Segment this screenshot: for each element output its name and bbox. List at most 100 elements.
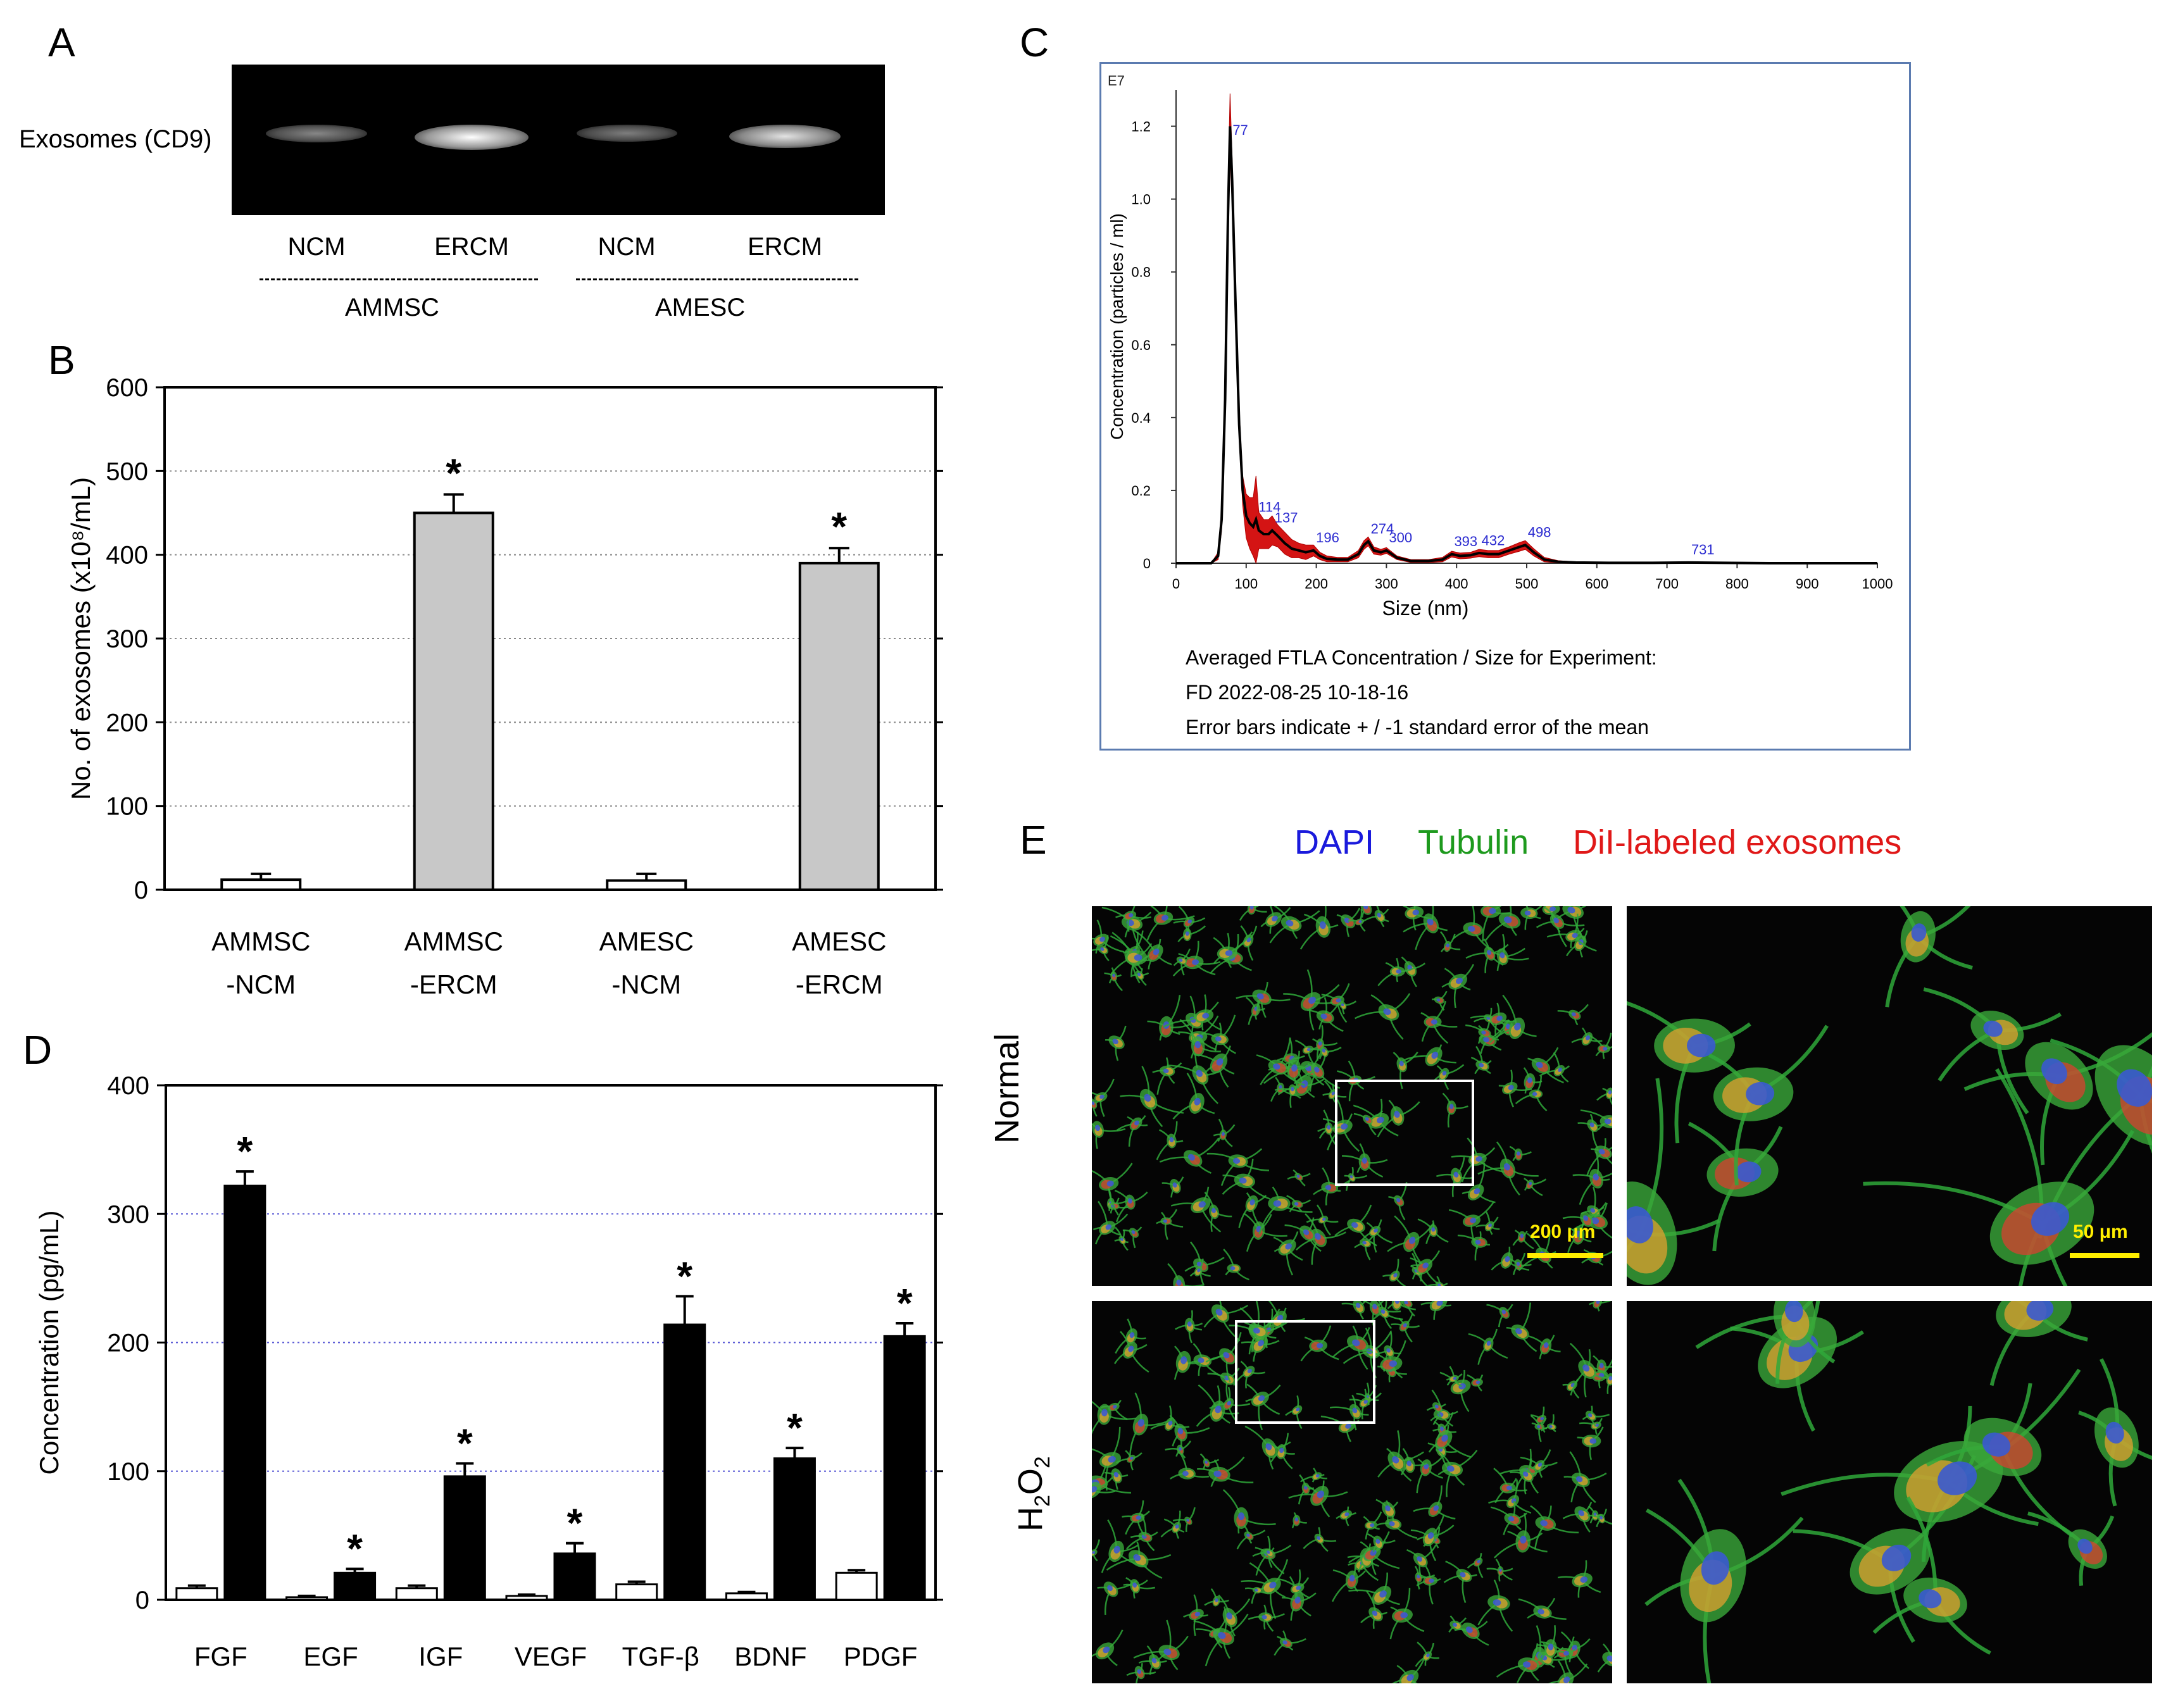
cell [1488,1479,1532,1514]
cell [1321,983,1350,1023]
cell [1781,1368,2081,1562]
bar [553,1552,596,1601]
cell [1400,1448,1428,1476]
nta-exponent-label: E7 [1108,73,1125,89]
cell [1294,1039,1324,1065]
cell [1387,1215,1435,1269]
nta-caption-line-1: Averaged FTLA Concentration / Size for E… [1186,646,1657,669]
cell [1160,1511,1185,1539]
cell [1541,1414,1556,1433]
cell [1457,1231,1491,1261]
cell [1092,1163,1133,1216]
cell [1364,1340,1406,1379]
x-tick-label: 600 [1585,576,1608,592]
cell [1331,1564,1366,1602]
cell [1708,1025,1829,1186]
significance-marker: * [897,1280,913,1326]
y-tick-label: 100 [106,793,148,821]
x-tick-label: 900 [1796,576,1819,592]
cell [1401,956,1426,988]
cell [1189,994,1222,1031]
cell [1133,1619,1189,1671]
cell [1120,1066,1184,1128]
cell [1377,1430,1424,1481]
cell [1469,906,1513,942]
cell [1446,1366,1463,1388]
micrograph-h2o2-overview [1092,1301,1612,1683]
cell [1161,1176,1184,1198]
gel-band-4 [729,125,841,149]
gel-image [232,65,885,215]
panel-label-b: B [48,337,75,383]
cell [1467,1374,1484,1392]
cell [1223,1249,1249,1281]
y-tick-label: 500 [106,458,148,485]
cell [1299,906,1339,950]
cell [1420,1000,1458,1044]
cell [1586,1132,1612,1176]
significance-marker: * [831,504,847,549]
cell [1183,1594,1208,1636]
cell [1130,963,1149,986]
x-tick-label: 800 [1725,576,1749,592]
cell [1218,1594,1251,1636]
significance-marker: * [237,1128,253,1174]
panel-label-c: C [1020,20,1049,65]
cell [1199,1453,1220,1469]
cell [1245,1383,1281,1431]
cell [1322,1080,1347,1103]
cell [1287,1169,1311,1187]
x-tick-label: 200 [1305,576,1328,592]
cell [1428,1424,1471,1458]
cell-field [1644,1301,2152,1683]
y-tick-label: 600 [106,374,148,402]
cell [1348,1572,1400,1605]
bar [443,1475,486,1601]
peak-label: 77 [1232,122,1248,138]
y-tick-label: 200 [106,709,148,737]
cell [1156,1121,1184,1161]
cell [1487,933,1529,971]
cell [1562,1202,1607,1240]
gel-row-label: Exosomes (CD9) [19,125,212,153]
x-category-label: FGF [194,1642,247,1671]
cell [1442,1092,1468,1128]
bar [413,511,494,891]
cell [1238,1192,1267,1228]
cell [1441,964,1475,1009]
cell [1410,1515,1455,1561]
cell [1092,935,1110,961]
cell [1596,1085,1612,1105]
cell [1524,1177,1547,1197]
cell [1115,906,1151,932]
cell [1172,940,1221,977]
cell [1104,967,1124,992]
peak-label: 731 [1691,542,1715,558]
cell [2038,949,2152,1239]
cell [1872,1496,1991,1655]
cell [1436,1157,1472,1197]
bar [285,1596,329,1601]
cell [1448,1201,1494,1250]
cell [1580,1107,1612,1138]
cell [1439,1369,1471,1412]
cell [1110,935,1153,978]
micrograph-normal-overview: 200 μm [1092,906,1612,1286]
cell [1577,1426,1604,1461]
cell [1523,1067,1543,1094]
cell [1167,1262,1203,1286]
bar [175,1587,218,1601]
cell [1205,1331,1242,1383]
cell [1274,1630,1306,1656]
plot-frame [165,1084,937,1601]
cell [1204,1192,1232,1232]
y-axis-label: Concentration (particles / ml) [1107,213,1127,440]
cell [1274,1083,1302,1108]
cell [1342,1143,1388,1178]
cell [1092,1630,1124,1669]
x-tick-label: 100 [1234,576,1258,592]
y-tick-label: 0 [134,876,148,904]
mean-line [1176,126,1877,564]
bar [615,1583,658,1601]
